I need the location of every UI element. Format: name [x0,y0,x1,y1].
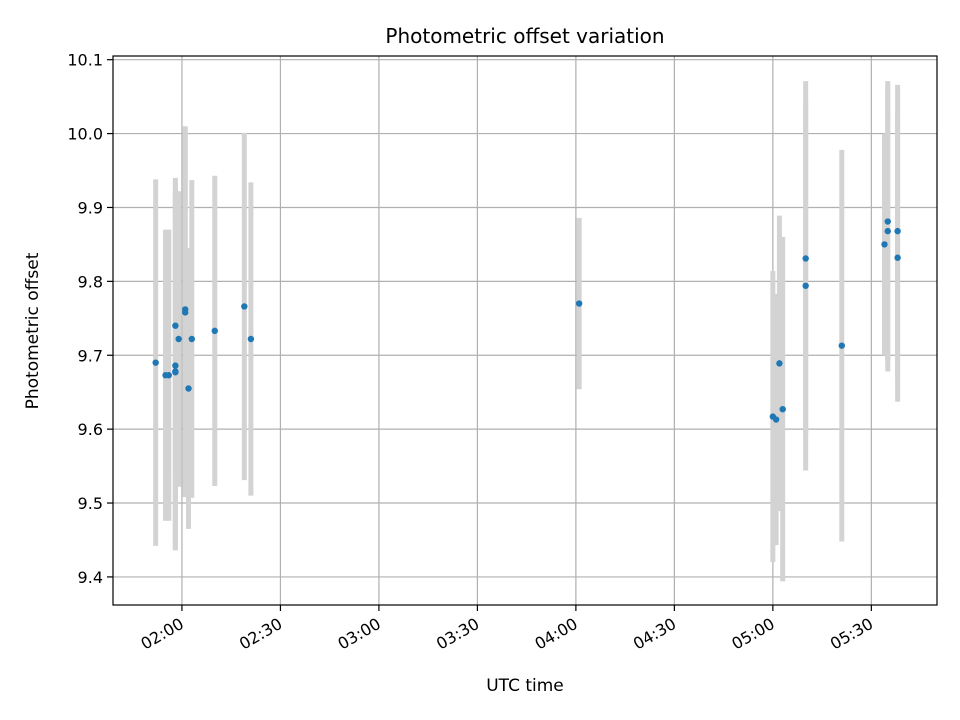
data-point [172,362,179,369]
y-tick-label: 9.4 [78,568,103,587]
chart-title: Photometric offset variation [385,24,664,48]
x-axis-label: UTC time [486,676,564,696]
plot-area [113,56,937,605]
data-point [185,385,192,392]
data-point [779,405,786,413]
data-point [884,218,891,225]
data-points [152,218,901,423]
data-point [211,327,218,335]
y-tick-label: 9.7 [78,346,103,365]
data-point [175,335,182,343]
data-point [241,303,248,310]
data-point [802,255,809,262]
data-point [172,322,179,329]
y-tick-label: 9.6 [78,420,103,439]
grid [113,56,937,605]
data-point [838,342,845,349]
data-point [776,360,783,367]
y-tick-label: 9.5 [78,494,103,513]
data-point [802,282,809,289]
data-point [162,372,169,379]
data-point [247,335,255,343]
data-point [182,309,189,316]
data-point [772,416,780,423]
data-point [894,227,901,235]
data-point [884,227,891,235]
data-point [172,369,179,376]
y-tick-label: 9.8 [78,272,103,291]
y-tick-label: 10.1 [67,51,103,70]
data-point [188,335,195,343]
y-tick-label: 10.0 [67,125,103,144]
data-point [881,241,888,248]
y-tick-label: 9.9 [78,198,103,217]
y-axis-label: Photometric offset [23,252,43,409]
y-axis-ticks: 9.4 9.5 9.6 9.7 9.8 9.9 10.0 10.1 [67,51,113,587]
data-point [575,300,583,307]
data-point [894,254,901,261]
axes-frame [112,55,938,606]
data-point [152,359,159,366]
